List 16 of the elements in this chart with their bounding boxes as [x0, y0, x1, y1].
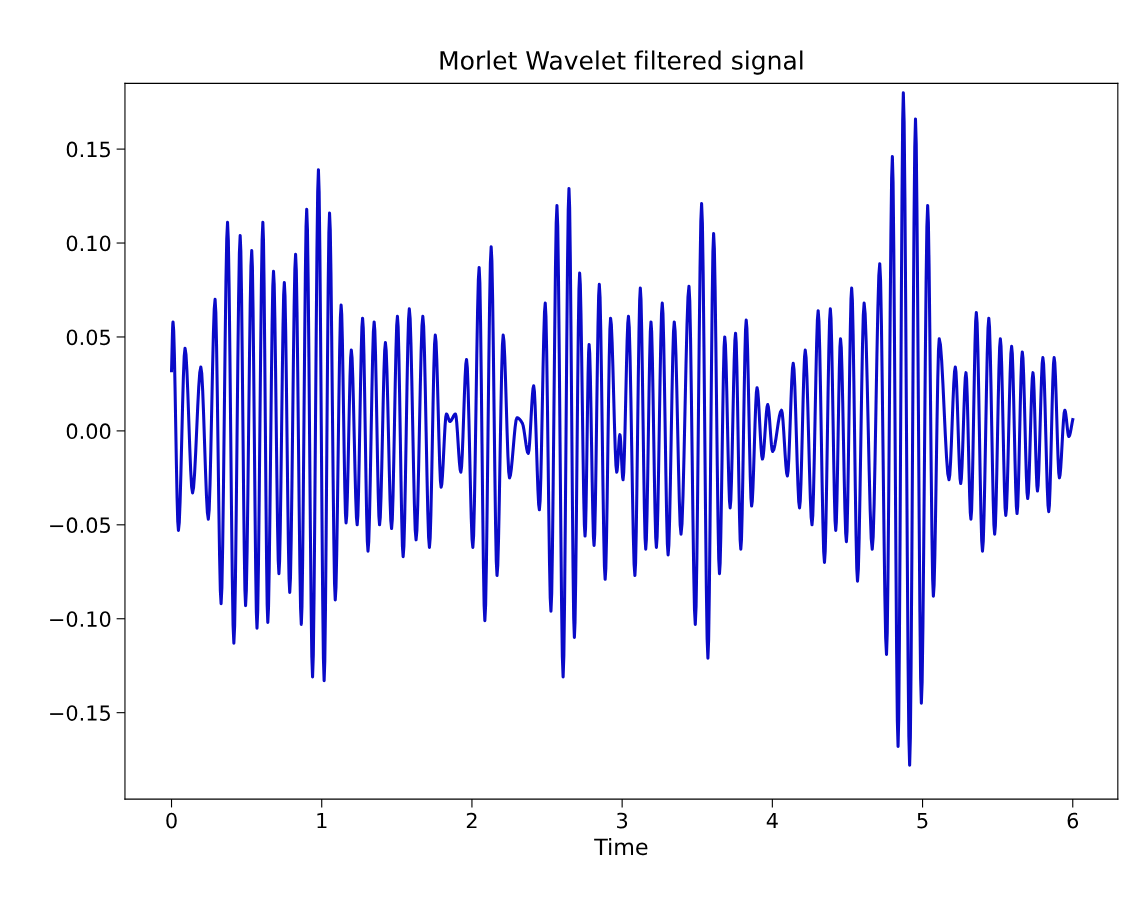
- y-tick-label: 0.05: [66, 329, 110, 346]
- x-tick-label: 6: [1067, 812, 1079, 829]
- x-tick-label: 4: [766, 812, 778, 829]
- chart-title: Morlet Wavelet filtered signal: [440, 50, 803, 75]
- y-tick-label: −0.15: [50, 705, 110, 721]
- y-tick-label: 0.00: [66, 423, 111, 440]
- x-tick-label: 0: [166, 812, 177, 829]
- x-tick-label: 1: [317, 812, 327, 829]
- y-tick-label: −0.05: [50, 517, 110, 534]
- x-tick-label: 5: [917, 812, 928, 829]
- y-tick-label: 0.10: [66, 235, 111, 252]
- x-tick-label: 3: [617, 812, 628, 829]
- y-tick-label: −0.10: [50, 611, 111, 627]
- y-tick-label: 0.15: [66, 141, 110, 158]
- x-axis-title: Time: [594, 838, 648, 856]
- x-tick-label: 2: [466, 812, 477, 829]
